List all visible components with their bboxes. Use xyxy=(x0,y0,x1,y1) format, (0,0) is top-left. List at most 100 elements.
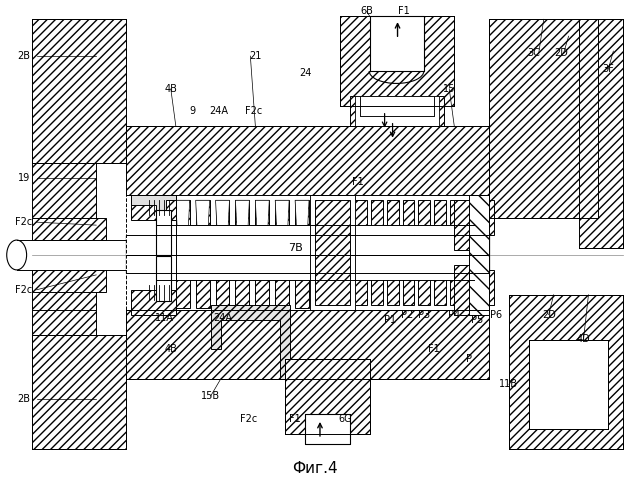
Polygon shape xyxy=(32,304,96,334)
Text: P: P xyxy=(466,354,472,364)
Text: 24A: 24A xyxy=(213,312,232,322)
Polygon shape xyxy=(403,200,415,235)
Text: 2D: 2D xyxy=(554,48,568,58)
Polygon shape xyxy=(350,96,444,126)
Polygon shape xyxy=(454,265,489,314)
Polygon shape xyxy=(131,196,176,220)
Text: Фиг.4: Фиг.4 xyxy=(292,462,338,476)
Polygon shape xyxy=(489,20,598,218)
Polygon shape xyxy=(126,255,489,273)
Polygon shape xyxy=(469,196,489,314)
Polygon shape xyxy=(32,20,126,164)
Polygon shape xyxy=(156,225,474,280)
Text: 24: 24 xyxy=(299,68,311,78)
Polygon shape xyxy=(370,16,425,71)
Polygon shape xyxy=(418,200,430,235)
Text: 2B: 2B xyxy=(17,394,30,404)
Polygon shape xyxy=(315,200,329,240)
Polygon shape xyxy=(578,20,623,248)
Text: 2D: 2D xyxy=(542,310,556,320)
Polygon shape xyxy=(340,16,454,106)
Text: F1: F1 xyxy=(428,344,440,354)
Polygon shape xyxy=(335,268,349,308)
Polygon shape xyxy=(370,270,382,304)
Polygon shape xyxy=(403,270,415,304)
Polygon shape xyxy=(450,270,462,304)
Text: 4D: 4D xyxy=(576,334,590,344)
Polygon shape xyxy=(355,270,367,304)
Text: 24A: 24A xyxy=(209,106,228,116)
Polygon shape xyxy=(454,200,489,250)
Text: P3: P3 xyxy=(418,310,430,320)
Text: F2c: F2c xyxy=(15,217,32,227)
Polygon shape xyxy=(275,200,289,240)
Polygon shape xyxy=(156,210,171,255)
Text: P2: P2 xyxy=(401,310,414,320)
Text: F1: F1 xyxy=(289,414,301,424)
Polygon shape xyxy=(434,270,446,304)
Polygon shape xyxy=(215,268,229,308)
Text: 11A: 11A xyxy=(156,312,175,322)
Polygon shape xyxy=(387,270,399,304)
Text: F1: F1 xyxy=(398,6,410,16)
Polygon shape xyxy=(126,196,489,310)
Polygon shape xyxy=(210,304,290,380)
Polygon shape xyxy=(310,196,355,310)
Polygon shape xyxy=(310,196,355,310)
Text: 2B: 2B xyxy=(17,51,30,61)
Polygon shape xyxy=(156,256,171,300)
Polygon shape xyxy=(355,96,439,126)
Text: 4B: 4B xyxy=(164,344,177,354)
Polygon shape xyxy=(126,310,489,380)
Polygon shape xyxy=(315,200,350,304)
Polygon shape xyxy=(360,96,434,116)
Text: P5: P5 xyxy=(471,314,483,324)
Polygon shape xyxy=(196,200,210,240)
Polygon shape xyxy=(196,268,210,308)
Text: 4B: 4B xyxy=(164,84,177,94)
Text: F2c: F2c xyxy=(240,414,257,424)
Polygon shape xyxy=(360,96,434,116)
Polygon shape xyxy=(126,196,176,310)
Polygon shape xyxy=(466,270,478,304)
Ellipse shape xyxy=(7,240,26,270)
Polygon shape xyxy=(275,200,289,240)
Polygon shape xyxy=(215,200,229,240)
Text: 7B: 7B xyxy=(288,243,302,253)
Polygon shape xyxy=(370,200,382,235)
Polygon shape xyxy=(295,200,309,240)
Text: P6: P6 xyxy=(490,310,502,320)
Polygon shape xyxy=(285,360,370,434)
Polygon shape xyxy=(418,270,430,304)
Polygon shape xyxy=(295,268,309,308)
Polygon shape xyxy=(335,200,349,240)
Polygon shape xyxy=(509,294,623,449)
Polygon shape xyxy=(434,200,446,235)
Text: 15: 15 xyxy=(443,84,455,94)
Polygon shape xyxy=(255,200,269,240)
Polygon shape xyxy=(315,200,329,240)
Polygon shape xyxy=(529,340,609,429)
Polygon shape xyxy=(295,200,309,240)
Text: 6G: 6G xyxy=(338,414,352,424)
Polygon shape xyxy=(482,200,494,235)
Polygon shape xyxy=(176,268,190,308)
Polygon shape xyxy=(32,280,96,310)
Text: F2c: F2c xyxy=(244,106,262,116)
Polygon shape xyxy=(255,200,269,240)
Polygon shape xyxy=(126,196,176,310)
Polygon shape xyxy=(32,164,96,218)
Text: 19: 19 xyxy=(18,174,30,184)
Polygon shape xyxy=(315,268,329,308)
Polygon shape xyxy=(126,196,161,215)
Polygon shape xyxy=(450,200,462,235)
Polygon shape xyxy=(32,218,106,240)
Text: 6B: 6B xyxy=(360,6,373,16)
Polygon shape xyxy=(32,334,126,449)
Text: P4: P4 xyxy=(448,310,461,320)
Text: 15B: 15B xyxy=(201,391,220,401)
Polygon shape xyxy=(126,196,176,225)
Polygon shape xyxy=(196,200,210,240)
Polygon shape xyxy=(482,270,494,304)
Polygon shape xyxy=(305,414,350,444)
